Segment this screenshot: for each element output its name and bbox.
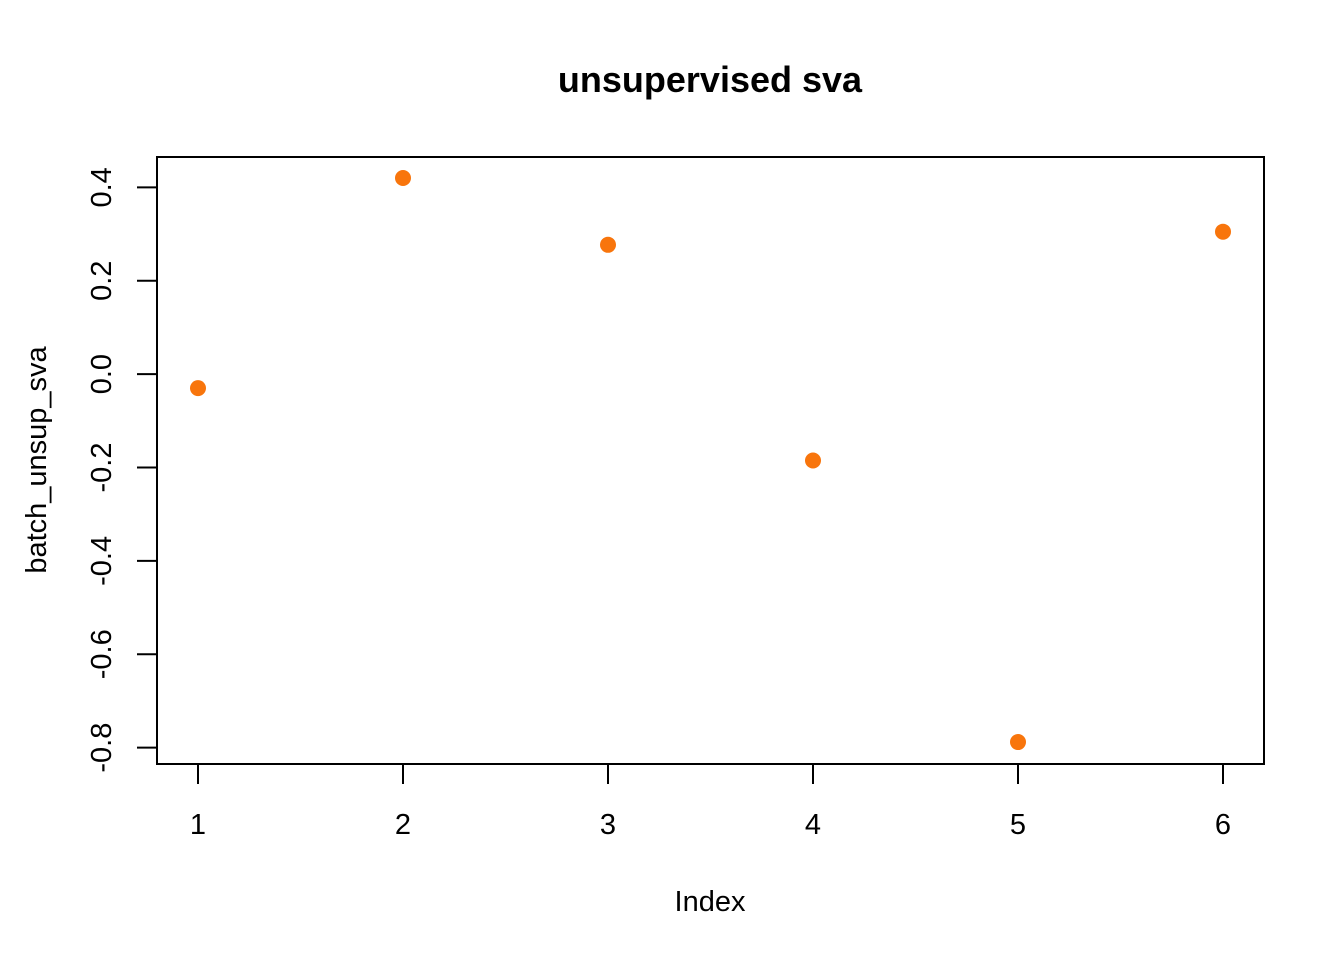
x-tick-label: 6 <box>1215 809 1231 841</box>
data-point <box>600 236 616 253</box>
y-axis: -0.8 -0.6 -0.4 -0.2 0.0 0.2 0.4 <box>86 167 158 773</box>
data-point <box>1215 223 1231 240</box>
x-tick-label: 3 <box>600 809 616 841</box>
y-axis-label: batch_unsup_sva <box>21 345 53 573</box>
data-point <box>395 170 411 187</box>
x-tick-label: 4 <box>805 809 821 841</box>
data-point <box>190 380 206 397</box>
data-point <box>805 452 821 469</box>
x-axis: 1 2 3 4 5 6 <box>190 763 1231 841</box>
y-tick-label: -0.4 <box>86 536 118 586</box>
x-tick-label: 2 <box>395 809 411 841</box>
y-tick-label: -0.2 <box>86 443 118 493</box>
y-tick-label: -0.6 <box>86 629 118 679</box>
data-points <box>190 170 1231 751</box>
chart-title: unsupervised sva <box>558 59 863 100</box>
y-tick-label: 0.0 <box>86 354 118 394</box>
data-point <box>1010 734 1026 751</box>
y-tick-label: 0.2 <box>86 261 118 301</box>
plot-frame <box>156 156 1265 765</box>
x-tick-label: 5 <box>1010 809 1026 841</box>
y-tick-label: -0.8 <box>86 723 118 773</box>
x-axis-label: Index <box>675 886 746 918</box>
x-tick-label: 1 <box>190 809 206 841</box>
y-tick-label: 0.4 <box>86 167 118 207</box>
